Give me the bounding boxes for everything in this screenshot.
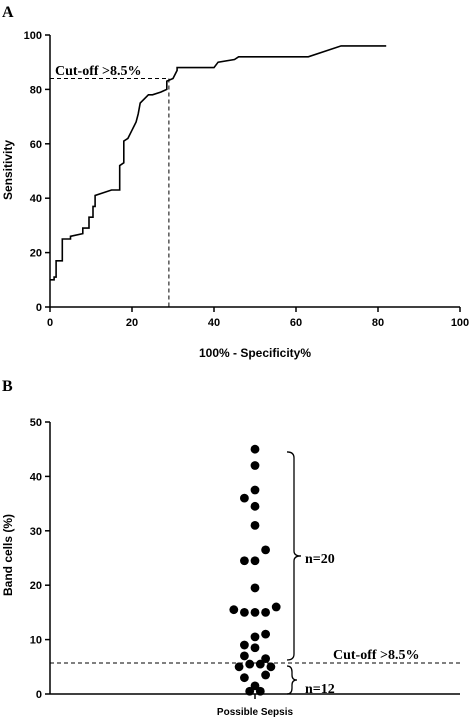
roc-y-tick-label: 60 (30, 139, 42, 151)
band-cell-point (261, 654, 270, 664)
roc-y-tick-label: 0 (36, 302, 42, 314)
band-cell-point (240, 673, 249, 683)
panel-letter-b: B (2, 378, 13, 395)
group-above-count: n=20 (305, 552, 335, 567)
band-cell-point (240, 608, 249, 617)
roc-x-tick-label: 20 (126, 317, 138, 329)
band-cell-point (250, 461, 260, 470)
band-cell-point (245, 659, 255, 669)
band-cell-point (261, 670, 270, 680)
band-cell-point (250, 501, 260, 511)
band-y-tick-label: 40 (30, 471, 42, 483)
roc-y-tick-label: 100 (24, 30, 42, 42)
band-cell-point (245, 686, 255, 696)
roc-curve-line (50, 45, 387, 281)
roc-axes (45, 34, 461, 312)
band-cell-point (250, 520, 260, 530)
band-cell-point (250, 632, 260, 642)
band-y-tick-label: 50 (30, 417, 42, 429)
category-label: Possible Sepsis (217, 707, 294, 718)
band-cell-point (250, 444, 260, 454)
roc-y-axis-label: Sensitivity (1, 140, 15, 200)
band-cell-point (250, 556, 260, 566)
roc-panel: A 0 20 40 60 80 100 0 20 40 60 80 100 100% - Specif… (1, 4, 469, 360)
band-cell-point (250, 583, 260, 593)
band-cells-points (229, 444, 281, 696)
roc-x-tick-label: 60 (290, 317, 302, 329)
band-cell-point (240, 640, 249, 650)
band-cell-point (250, 643, 260, 653)
band-cell-point (261, 608, 270, 617)
brace-above-cutoff (286, 451, 302, 661)
group-below-count: n=12 (305, 682, 335, 697)
band-cell-point (234, 662, 244, 672)
band-cell-point (250, 485, 260, 495)
band-cell-point (250, 608, 260, 617)
band-cells-tick-labels: 0 10 20 30 40 50 (30, 417, 42, 701)
band-cutoff-label: Cut-off >8.5% (333, 648, 420, 663)
band-cell-point (240, 651, 249, 661)
roc-x-tick-label: 80 (372, 317, 384, 329)
band-cell-point (240, 493, 249, 503)
band-cell-point (255, 659, 265, 669)
band-cell-point (240, 556, 249, 566)
band-cells-y-axis-label: Band cells (%) (1, 514, 15, 596)
band-cell-point (266, 662, 276, 672)
band-y-tick-label: 10 (30, 635, 42, 647)
roc-tick-labels: 0 20 40 60 80 100 0 20 40 60 80 100 (24, 30, 470, 329)
roc-x-tick-label: 0 (47, 317, 53, 329)
roc-y-tick-label: 20 (30, 248, 42, 260)
band-cells-panel: B 0 10 20 30 40 50 Band cells (%) Possible Se… (1, 378, 460, 718)
brace-below-cutoff (286, 665, 298, 695)
roc-x-tick-label: 100 (451, 317, 469, 329)
band-cell-point (229, 605, 239, 615)
band-cell-point (250, 681, 260, 691)
band-cell-point (261, 545, 270, 555)
band-y-tick-label: 20 (30, 580, 42, 592)
band-cell-point (261, 629, 270, 639)
roc-cutoff-lines (50, 78, 170, 307)
band-cell-point (255, 686, 265, 696)
panel-letter-a: A (2, 4, 14, 21)
roc-x-axis-label: 100% - Specificity% (199, 346, 311, 360)
roc-y-tick-label: 40 (30, 193, 42, 205)
roc-x-tick-label: 40 (208, 317, 220, 329)
roc-cutoff-label: Cut-off >8.5% (55, 64, 142, 79)
band-y-tick-label: 0 (36, 689, 42, 701)
roc-y-tick-label: 80 (30, 84, 42, 96)
band-y-tick-label: 30 (30, 526, 42, 538)
band-cells-axes (45, 421, 460, 699)
band-cell-point (271, 602, 281, 612)
